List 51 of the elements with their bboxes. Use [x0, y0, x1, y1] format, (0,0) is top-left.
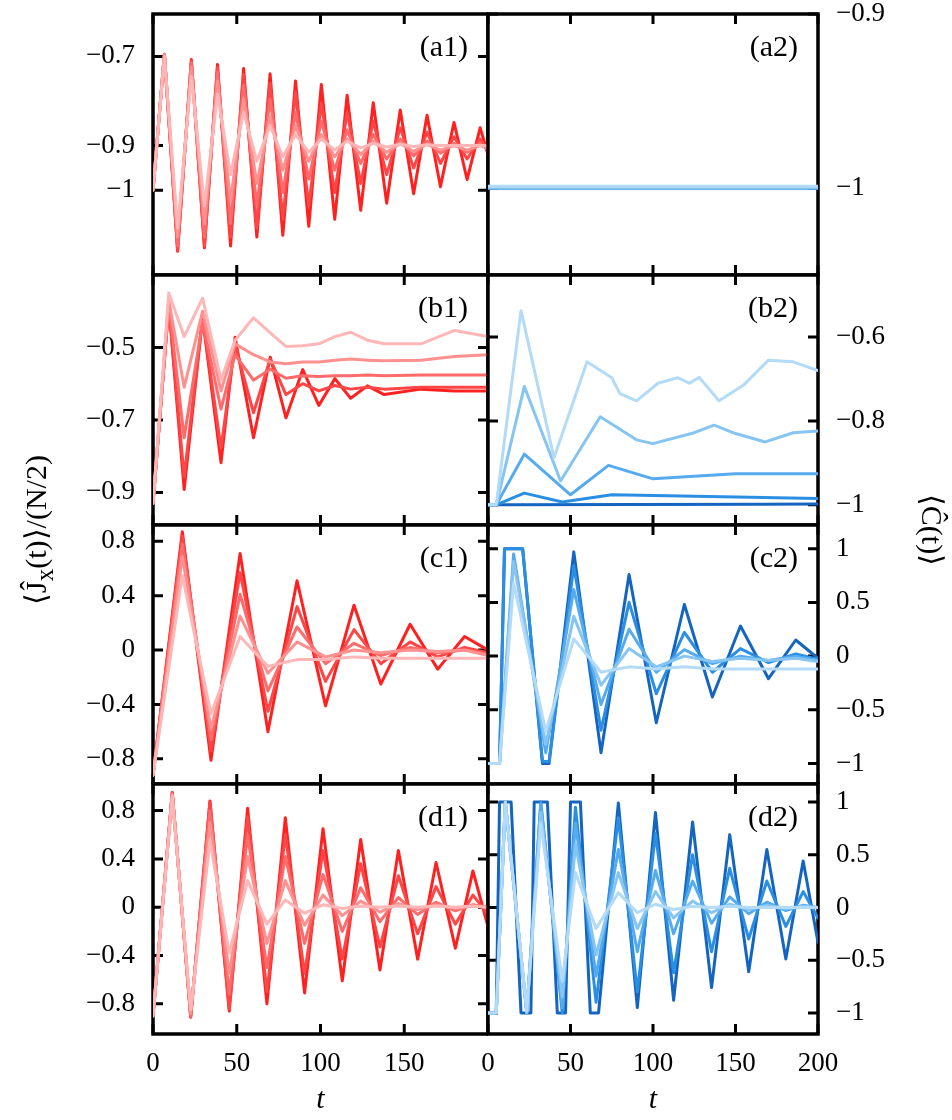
y-tick-label: −0.5 [836, 943, 885, 974]
y-tick-label: −1 [836, 487, 865, 518]
y-tick-label: 1 [836, 531, 850, 562]
x-tick-label: 50 [223, 1047, 251, 1078]
x-tick-label: 100 [632, 1047, 674, 1078]
x-tick-label: 50 [557, 1047, 584, 1078]
y-tick-label: 0.8 [101, 524, 135, 555]
x-axis-title: t [648, 1080, 658, 1114]
x-tick-label: 200 [797, 1047, 839, 1078]
y-tick-label: −1 [836, 996, 865, 1026]
y-tick-label: −0.5 [86, 330, 135, 361]
x-tick-label: 0 [146, 1047, 160, 1078]
annotation: (b1) [418, 290, 468, 324]
x-tick-label: 150 [715, 1047, 756, 1078]
x-axis-title: t [316, 1080, 326, 1114]
y-tick-label: 0.5 [836, 837, 870, 868]
annotation: (b2) [748, 290, 798, 324]
y-tick-label: 0.4 [101, 578, 136, 609]
y-tick-label: 0 [836, 639, 850, 670]
y-tick-label: 0.4 [101, 841, 136, 872]
x-tick-label: 0 [481, 1047, 495, 1078]
y-tick-label: −0.9 [836, 0, 885, 28]
y-tick-label: −0.9 [86, 128, 135, 159]
y-tick-label: −0.7 [86, 39, 135, 70]
y-tick-label: 0.8 [101, 793, 135, 824]
y-tick-label: 0 [121, 633, 135, 664]
y-tick-label: −1 [106, 173, 135, 204]
annotation: (c1) [419, 540, 468, 574]
x-tick-label: 150 [384, 1047, 425, 1078]
y-tick-label: 0.5 [836, 585, 870, 616]
y-tick-label: 1 [836, 785, 850, 816]
x-tick-label: 100 [300, 1047, 341, 1078]
annotation: (d2) [748, 799, 798, 833]
y-tick-label: 0 [121, 890, 135, 921]
y-tick-label: −0.4 [86, 938, 136, 969]
y-tick-label: −1 [836, 746, 865, 777]
y-tick-label: −0.8 [836, 404, 885, 435]
y-tick-label: −0.4 [86, 687, 136, 718]
y-tick-label: −0.5 [836, 692, 885, 723]
y-tick-label: 0 [836, 890, 850, 921]
y-axis-title: ⟨Ĉ(t)⟩ [914, 493, 950, 567]
annotation: (a1) [419, 29, 468, 63]
y-tick-label: −0.8 [86, 741, 135, 772]
y-tick-label: −0.6 [836, 320, 885, 351]
y-tick-label: −0.9 [86, 475, 135, 506]
y-tick-label: −1 [836, 171, 865, 202]
annotation: (d1) [418, 799, 468, 833]
y-tick-label: −0.7 [86, 403, 135, 434]
y-tick-label: −0.8 [86, 986, 135, 1017]
annotation: (c2) [749, 540, 798, 574]
annotation: (a2) [749, 29, 798, 63]
